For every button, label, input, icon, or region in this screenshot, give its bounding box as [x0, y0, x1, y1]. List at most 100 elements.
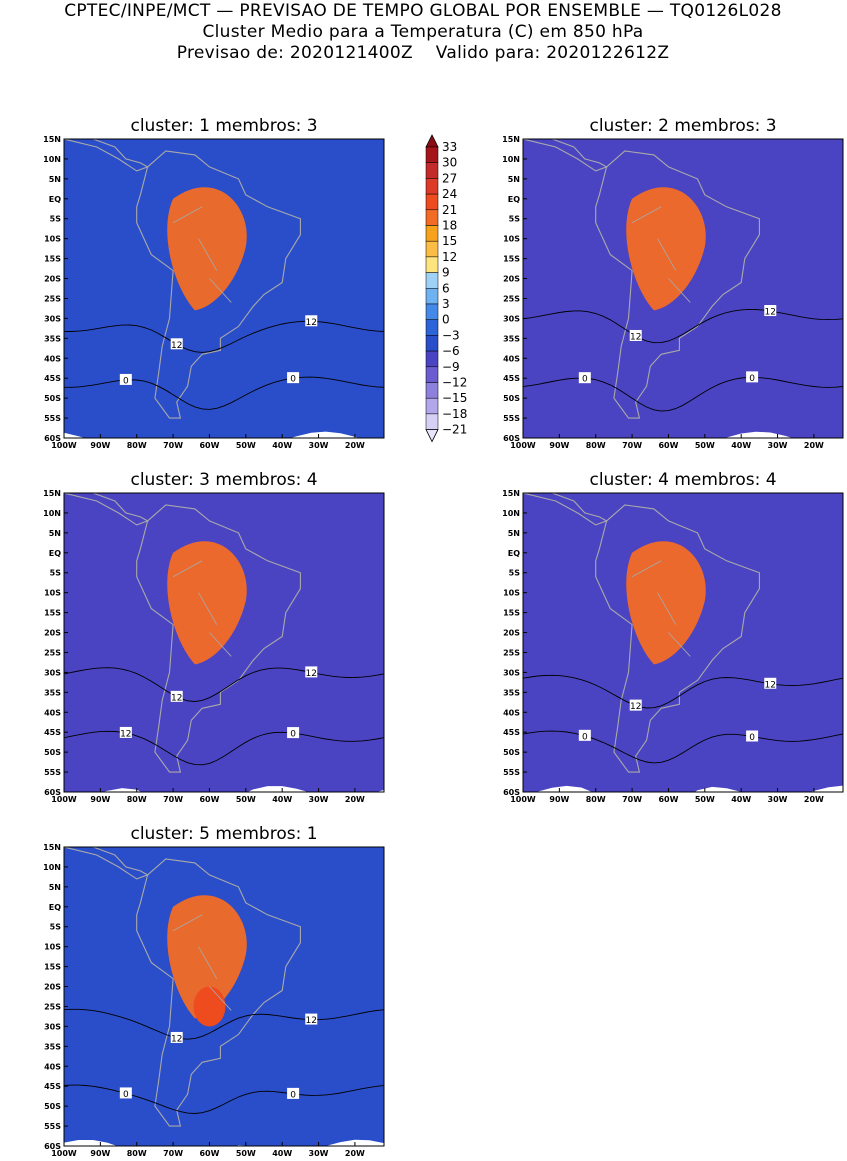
colorbar-level-label: 3: [442, 297, 450, 311]
y-tick-label: 5N: [508, 529, 520, 538]
x-tick-label: 80W: [127, 1149, 147, 1157]
x-tick-label: 70W: [622, 441, 642, 450]
x-tick-label: 70W: [622, 795, 642, 804]
cluster-panel-3: 12 12 12 0 cluster: 3 membros: 4 15N 10N 5N EQ 5S…: [43, 470, 385, 804]
contour-label: 0: [290, 730, 296, 740]
contour-label: 12: [306, 1016, 317, 1026]
south-america-coastline: [136, 504, 301, 773]
y-tick-label: 5S: [509, 215, 521, 224]
x-tick-label: 100W: [510, 441, 536, 450]
contour-label-bg: [578, 729, 591, 741]
country-borders: [172, 560, 232, 657]
x-tick-label: 100W: [51, 441, 77, 450]
y-tick-label: 30S: [503, 314, 520, 323]
y-tick-label: 40S: [503, 354, 520, 363]
y-tick-label: 5S: [50, 923, 62, 932]
y-tick-label: 55S: [44, 1122, 61, 1131]
south-america-coastline: [136, 150, 301, 419]
hot-core-region: [626, 541, 706, 665]
panel-frame: [63, 492, 385, 793]
panel-title: cluster: 4 membros: 4: [589, 470, 776, 490]
temperature-band: [523, 139, 843, 438]
colorbar-bottom-arrow: [425, 429, 439, 443]
contour-label: 0: [582, 375, 588, 385]
x-tick-label: 40W: [731, 795, 751, 804]
x-tick-label: 40W: [731, 441, 751, 450]
x-tick-label: 60W: [199, 1149, 219, 1157]
contour-label: 0: [290, 1090, 296, 1100]
contour-12: [523, 308, 843, 344]
contour-label-bg: [119, 726, 132, 738]
y-tick-label: 25S: [44, 1002, 61, 1011]
y-tick-label: 30S: [44, 1022, 61, 1031]
south-america-coastline: [595, 150, 760, 419]
y-tick-label: 10N: [502, 509, 520, 518]
x-tick-label: 30W: [768, 795, 788, 804]
y-tick-label: 15S: [44, 255, 61, 264]
contour-label: 12: [171, 1034, 182, 1044]
contour-label: 0: [582, 732, 588, 742]
y-tick-label: 5N: [508, 175, 520, 184]
y-tick-label: 20S: [44, 983, 61, 992]
colorbar-bin: [425, 193, 439, 211]
contour-label: 0: [749, 733, 755, 743]
colorbar-bin: [425, 225, 439, 242]
y-tick-label: 30S: [503, 668, 520, 677]
contour-label-bg: [170, 690, 183, 702]
y-tick-label: 55S: [44, 768, 61, 777]
y-tick-label: 10N: [43, 863, 61, 872]
y-tick-label: 35S: [503, 334, 520, 343]
y-tick-label: 60S: [44, 434, 61, 443]
contour-label-bg: [287, 1087, 300, 1099]
x-tick-label: 50W: [695, 795, 715, 804]
x-tick-label: 100W: [510, 795, 536, 804]
y-tick-label: 10S: [503, 235, 520, 244]
contour-label: 0: [290, 375, 296, 385]
x-tick-label: 60W: [199, 441, 219, 450]
contour-12: [64, 667, 384, 702]
colorbar-bin: [425, 397, 439, 415]
x-tick-label: 60W: [199, 795, 219, 804]
panel-title: cluster: 5 membros: 1: [130, 824, 317, 844]
central-america-coastline: [523, 493, 608, 526]
y-tick-label: 15N: [502, 489, 520, 498]
contour-label-bg: [305, 666, 318, 678]
x-tick-label: 50W: [695, 441, 715, 450]
y-tick-label: 20S: [503, 629, 520, 638]
x-tick-label: 40W: [272, 795, 292, 804]
y-tick-label: 15S: [503, 255, 520, 264]
x-tick-label: 20W: [345, 441, 365, 450]
contour-label-bg: [746, 730, 759, 742]
contour-label-bg: [119, 1087, 132, 1099]
y-tick-label: 10N: [502, 155, 520, 164]
y-tick-label: 30S: [44, 314, 61, 323]
map-area: 12 12 0 0: [64, 139, 384, 438]
x-tick-label: 50W: [236, 795, 256, 804]
y-tick-label: 15N: [43, 135, 61, 144]
contour-0: [64, 1084, 384, 1114]
y-tick-label: 45S: [503, 374, 520, 383]
temperature-band: [64, 493, 384, 792]
contour-12: [523, 674, 843, 709]
contour-label-bg: [287, 372, 300, 384]
country-borders: [631, 560, 691, 657]
x-tick-label: 70W: [163, 441, 183, 450]
colorbar-level-label: 21: [442, 203, 457, 217]
hot-core-region: [167, 895, 247, 1019]
map-area: 12 12 0 0: [523, 493, 843, 792]
contour-label-bg: [305, 1013, 318, 1025]
panel-title: cluster: 2 membros: 3: [589, 116, 776, 136]
contour-label-bg: [578, 372, 591, 384]
y-tick-label: 50S: [44, 394, 61, 403]
contour-label: 12: [120, 729, 131, 739]
colorbar-level-label: 9: [442, 266, 450, 280]
colorbar-bin: [425, 240, 439, 258]
contour-0: [64, 730, 384, 766]
y-tick-label: 50S: [44, 1102, 61, 1111]
y-tick-label: 25S: [44, 294, 61, 303]
x-tick-label: 90W: [90, 795, 110, 804]
y-tick-label: 15S: [44, 963, 61, 972]
y-tick-label: 15S: [503, 609, 520, 618]
